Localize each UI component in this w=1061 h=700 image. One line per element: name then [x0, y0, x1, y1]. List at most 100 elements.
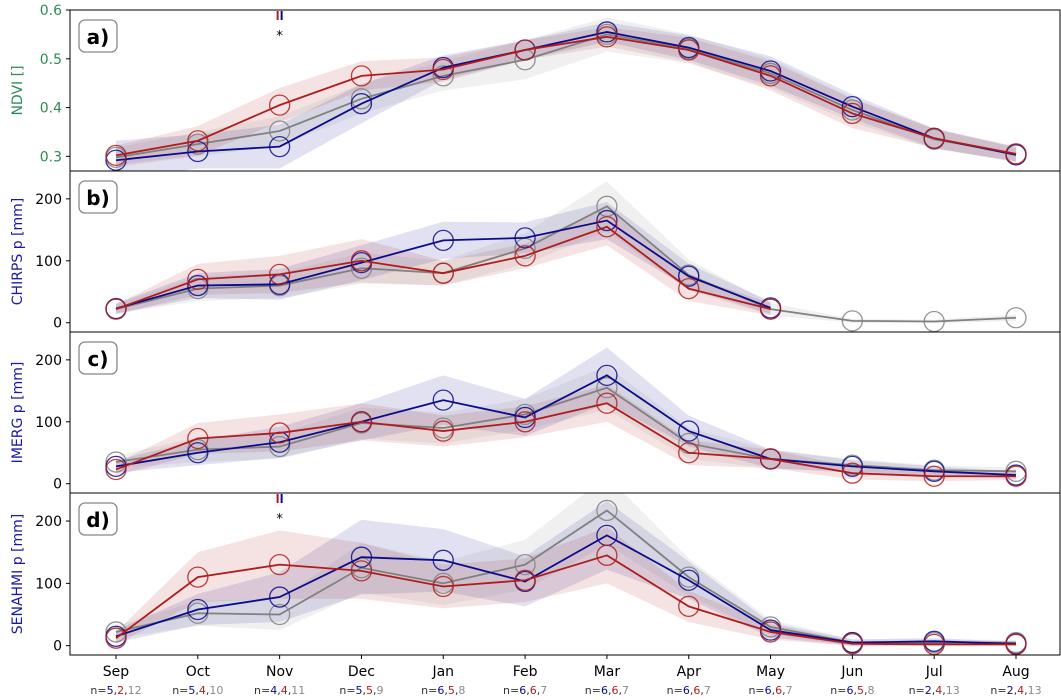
y-axis-label: IMERG p [mm] [10, 362, 26, 464]
data-point-blue [187, 442, 209, 464]
data-point-red [514, 245, 536, 267]
data-point-red [105, 298, 127, 320]
data-point-red [596, 216, 618, 238]
data-point-red [105, 627, 127, 649]
data-point-blue [432, 549, 454, 571]
data-point-red [678, 39, 700, 61]
data-point-gray [1005, 460, 1027, 482]
sample-count: n=2,4,13 [990, 684, 1041, 697]
data-point-red [187, 130, 209, 152]
data-point-blue [187, 598, 209, 621]
x-tick-label: Jun [840, 664, 863, 680]
sample-count: n=6,6,7 [503, 684, 547, 697]
x-tick-label: Nov [266, 664, 293, 680]
data-point-blue [596, 21, 618, 43]
series-line-blue [115, 534, 1017, 645]
y-tick-label: 0.5 [40, 52, 62, 68]
significance-star: * [276, 29, 283, 44]
x-tick-label: Mar [594, 664, 621, 680]
x-axis: Sep n=5,2,12 Oct n=5,4,10 Nov n=4,4,11 Dec n=5,… [90, 664, 1041, 697]
data-point-blue [350, 93, 373, 115]
data-point-blue [514, 227, 536, 249]
series-line-gray [115, 33, 1017, 159]
series-line-red [115, 402, 1016, 478]
data-point-red [1005, 465, 1027, 487]
data-point-red [187, 268, 209, 291]
data-point-red [596, 392, 618, 414]
data-point-gray [596, 377, 618, 399]
y-tick-label: 0 [53, 477, 62, 493]
data-point-gray [841, 310, 864, 332]
plot-area [105, 17, 1027, 171]
series-band-red [116, 527, 1016, 647]
data-point-gray [105, 621, 127, 643]
panel-c: 0 100 200 IMERG p [mm] c) [10, 331, 1061, 494]
data-point-blue [841, 95, 864, 118]
y-tick-label: 100 [35, 254, 62, 270]
x-tick-label: May [756, 664, 785, 680]
data-point-red [105, 458, 127, 481]
series-band-gray [116, 493, 1016, 646]
data-point-red [923, 465, 945, 487]
series-band-gray [116, 17, 1016, 168]
data-point-red [187, 427, 209, 450]
series-line-red [115, 554, 1016, 646]
plot-area [105, 493, 1027, 655]
x-tick-label: Aug [1002, 664, 1029, 680]
data-point-red [514, 411, 536, 433]
data-point-red [759, 65, 782, 87]
data-point-red [432, 58, 454, 81]
data-point-red [432, 575, 454, 598]
y-tick-label: 0.3 [40, 149, 62, 165]
data-point-gray [596, 499, 618, 522]
y-tick-label: 200 [35, 192, 62, 208]
series-line-red [115, 225, 771, 310]
panel-frame [69, 492, 1061, 656]
x-tick-label: Jan [431, 664, 454, 680]
data-point-gray [268, 603, 291, 626]
data-point-red [350, 411, 373, 433]
x-tick-label: Oct [186, 664, 211, 680]
data-point-gray [1005, 307, 1027, 329]
sample-count: n=5,4,10 [172, 684, 223, 697]
panel-label: b) [86, 186, 109, 210]
y-tick-label: 100 [35, 576, 62, 592]
data-point-red [105, 144, 127, 167]
panel-label: c) [88, 347, 109, 371]
series-band-blue [116, 501, 1016, 646]
data-point-gray [923, 310, 945, 332]
data-point-blue [923, 460, 945, 482]
x-tick-label: Apr [677, 664, 701, 680]
panel-a: 0.3 0.4 0.5 0.6 NDVI [] a) * [10, 3, 1061, 172]
data-point-red [841, 633, 864, 655]
series-band-gray [116, 366, 1016, 476]
data-point-red [841, 102, 864, 125]
series-line-gray [115, 205, 1017, 323]
data-point-gray [268, 120, 291, 142]
data-point-blue [678, 420, 700, 442]
data-point-gray [105, 451, 127, 473]
sample-count: n=4,4,11 [254, 684, 305, 697]
series-band-gray [116, 181, 1016, 324]
panel-label-box [78, 180, 118, 214]
series-band-red [116, 384, 1016, 482]
data-point-gray [432, 65, 454, 87]
data-point-red [678, 278, 700, 300]
y-tick-label: 200 [35, 353, 62, 369]
data-point-red [923, 633, 945, 655]
data-point-red [268, 263, 291, 286]
panel-label: d) [86, 508, 109, 532]
data-point-red [678, 442, 700, 464]
sample-count: n=2,4,13 [909, 684, 960, 697]
data-point-red [514, 39, 536, 61]
data-point-gray [514, 554, 536, 576]
significance-star: * [276, 512, 283, 527]
data-point-blue [432, 229, 454, 252]
data-point-blue [268, 135, 291, 158]
data-point-red [268, 422, 291, 444]
sample-count: n=6,5,8 [830, 684, 874, 697]
sample-count: n=6,6,7 [585, 684, 629, 697]
y-tick-label: 0 [53, 639, 62, 655]
series-line-blue [115, 219, 771, 310]
